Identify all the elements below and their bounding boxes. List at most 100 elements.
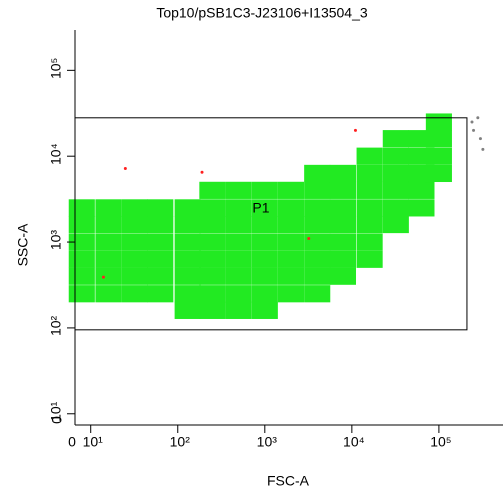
data-point [174,250,201,268]
data-point [147,199,174,217]
data-point [356,181,383,199]
data-point [329,164,356,183]
data-point [425,147,452,165]
data-point [174,267,201,285]
data-point [101,275,105,279]
data-point [329,267,356,285]
data-point [225,199,252,217]
data-point [199,233,226,251]
data-point [147,233,174,251]
data-point [199,215,226,234]
data-point [356,233,383,251]
data-point [277,285,305,303]
data-point [251,215,278,234]
data-point [329,199,356,217]
data-point [225,301,252,319]
data-point [277,181,305,199]
data-point [382,130,409,148]
data-point [478,137,482,141]
x-tick-label: 10² [170,434,191,450]
data-point [225,233,252,251]
x-zero-label: 0 [68,434,76,450]
data-point [277,233,305,251]
data-point [304,267,331,285]
x-tick-label: 10³ [257,434,278,450]
data-point [382,199,409,217]
data-point [95,199,122,217]
data-point [95,233,122,251]
data-point [470,120,474,124]
data-point [251,181,278,199]
data-point [356,147,383,165]
data-point [277,250,305,268]
data-point [225,285,252,303]
data-point [382,181,409,199]
data-point [174,233,201,251]
data-point [68,199,95,217]
data-point [425,113,452,131]
data-point [121,250,148,268]
data-point [121,215,148,234]
data-point [356,199,383,217]
data-point [425,130,452,148]
data-point [121,285,148,303]
data-point [225,181,252,199]
data-point [382,164,409,183]
data-point [277,215,305,234]
data-point [225,267,252,285]
x-tick-label: 10⁴ [343,434,365,450]
data-point [251,267,278,285]
y-axis-label: SSC-A [15,223,31,266]
data-point [251,285,278,303]
data-point [408,199,435,217]
data-point [251,250,278,268]
data-point [472,128,476,132]
data-point [68,285,95,303]
data-point [199,267,226,285]
data-point [304,233,331,251]
data-point [199,301,226,319]
data-point [147,215,174,234]
data-point [95,285,122,303]
data-point [199,181,226,199]
data-point [353,128,357,132]
data-point [95,215,122,234]
x-tick-label: 10¹ [83,434,104,450]
data-point [199,285,226,303]
data-point [382,215,409,234]
data-point [329,181,356,199]
data-point [329,250,356,268]
data-point [147,267,174,285]
data-point [304,199,331,217]
data-point [199,199,226,217]
data-point [251,233,278,251]
data-point [356,215,383,234]
data-point [425,164,452,183]
y-tick-label: 10⁵ [48,58,64,79]
data-point [251,301,278,319]
data-point [121,199,148,217]
data-point [123,166,127,170]
data-point [481,147,485,151]
data-point [147,250,174,268]
data-point [382,147,409,165]
data-point [147,285,174,303]
x-axis-label: FSC-A [267,473,310,489]
y-zero-label: 0 [49,416,65,424]
y-tick-label: 10⁴ [48,143,64,165]
data-point [277,267,305,285]
data-point [304,215,331,234]
data-point [68,250,95,268]
x-tick-label: 10⁵ [430,434,451,450]
data-point [174,301,201,319]
data-point [68,267,95,285]
data-point [304,285,331,303]
data-point [174,199,201,217]
gate-label: P1 [252,200,269,216]
data-point [307,237,311,241]
data-point [225,215,252,234]
y-tick-label: 10¹ [48,401,64,422]
data-point [329,215,356,234]
data-point [199,250,226,268]
data-point [251,199,278,217]
